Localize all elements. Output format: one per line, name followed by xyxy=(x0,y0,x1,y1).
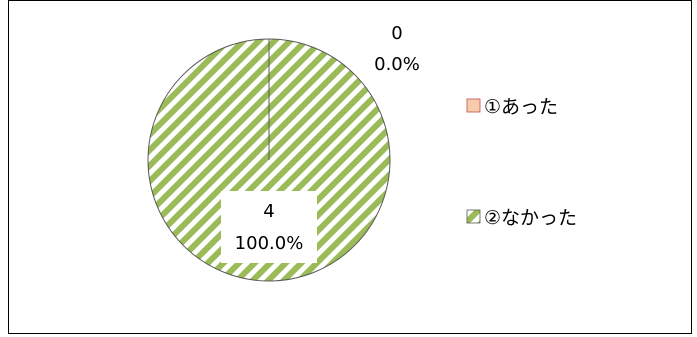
data-label-percent: 0.0% xyxy=(374,54,420,75)
legend-label: ①あった xyxy=(484,96,558,118)
data-label-value: 0 xyxy=(391,23,402,44)
data-label-slice-1: 0 0.0% xyxy=(374,23,420,75)
data-label-background xyxy=(221,191,317,263)
legend-swatch xyxy=(466,209,481,224)
legend-label: ②なかった xyxy=(484,207,577,229)
data-label-slice-2: 4 100.0% xyxy=(221,191,317,263)
legend: ①あった ②なかった xyxy=(466,96,577,229)
legend-item-2: ②なかった xyxy=(466,207,577,229)
legend-swatch xyxy=(466,98,481,113)
pie-slices xyxy=(147,38,391,282)
data-label-percent: 100.0% xyxy=(235,233,304,254)
pie-outline xyxy=(147,38,391,282)
legend-item-1: ①あった xyxy=(466,96,558,118)
data-label-value: 4 xyxy=(263,201,274,222)
